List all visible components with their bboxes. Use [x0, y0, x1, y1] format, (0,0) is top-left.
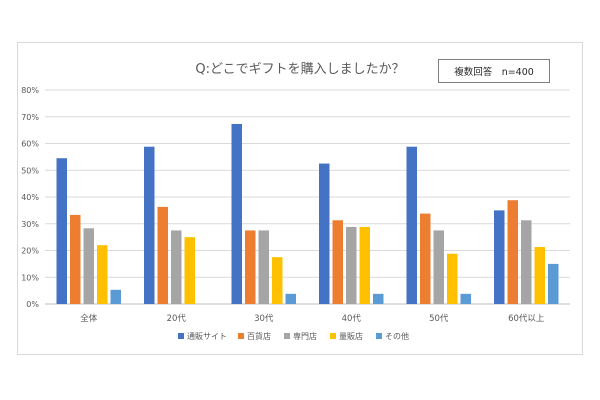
bar: [548, 263, 559, 304]
y-tick-label: 50%: [21, 166, 39, 175]
legend-label: 通販サイト: [187, 331, 227, 341]
legend-item: 量販店: [330, 331, 363, 341]
bar: [171, 230, 182, 304]
legend-item: その他: [376, 331, 409, 341]
y-tick-label: 0%: [26, 300, 39, 309]
bar: [285, 293, 296, 304]
bar: [433, 230, 444, 304]
y-tick-label: 30%: [21, 220, 39, 229]
legend-item: 百貨店: [238, 331, 271, 341]
bar: [521, 220, 532, 304]
legend-swatch: [178, 333, 184, 339]
bar: [420, 213, 431, 304]
bar: [494, 210, 505, 304]
bar: [97, 245, 108, 304]
legend-item: 専門店: [284, 331, 317, 341]
bar: [70, 214, 81, 304]
bar: [447, 253, 458, 304]
x-category-label: 全体: [80, 313, 98, 324]
bar: [56, 158, 67, 304]
bar: [534, 247, 545, 304]
y-tick-label: 80%: [21, 86, 39, 95]
bar: [258, 230, 269, 304]
x-category-label: 40代: [342, 313, 362, 324]
bar: [359, 226, 370, 304]
bar: [319, 163, 330, 304]
bar: [110, 289, 121, 304]
bar: [373, 293, 384, 304]
y-tick-label: 70%: [21, 113, 39, 122]
y-tick-label: 40%: [21, 193, 39, 202]
bar: [332, 220, 343, 304]
bar: [272, 257, 283, 304]
legend-label: その他: [385, 331, 409, 341]
bar: [406, 146, 417, 304]
bar: [507, 200, 518, 304]
x-axis-categories: 全体 20代 30代 40代 50代 60代以上: [80, 313, 545, 324]
y-tick-label: 10%: [21, 273, 39, 282]
y-tick-label: 20%: [21, 247, 39, 256]
y-tick-label: 60%: [21, 140, 39, 149]
bar: [460, 293, 471, 304]
legend-swatch: [330, 333, 336, 339]
legend-item: 通販サイト: [178, 331, 227, 341]
legend-label: 専門店: [293, 331, 317, 341]
grid-layer: [45, 89, 570, 305]
bar: [184, 237, 195, 304]
legend-label: 百貨店: [247, 331, 271, 341]
x-category-label: 50代: [429, 313, 449, 324]
legend-label: 量販店: [339, 331, 363, 341]
y-axis-ticks: 0% 10% 20% 30% 40% 50% 60% 70% 80%: [21, 86, 39, 309]
sample-note: 複数回答 n=400: [438, 59, 550, 83]
bar: [157, 206, 168, 304]
bars: [56, 123, 559, 304]
chart-title: Q:どこでギフトを購入しましたか？: [195, 62, 404, 77]
x-category-label: 30代: [254, 313, 274, 324]
bar: [346, 226, 357, 304]
x-category-label: 20代: [167, 313, 187, 324]
bar: [231, 123, 242, 304]
x-category-label: 60代以上: [508, 313, 545, 324]
bar: [144, 146, 155, 304]
legend-swatch: [238, 333, 244, 339]
bar: [245, 230, 256, 304]
legend-swatch: [376, 333, 382, 339]
legend-swatch: [284, 333, 290, 339]
bar: [83, 228, 94, 304]
legend: 通販サイト 百貨店 専門店 量販店 その他: [178, 331, 409, 341]
